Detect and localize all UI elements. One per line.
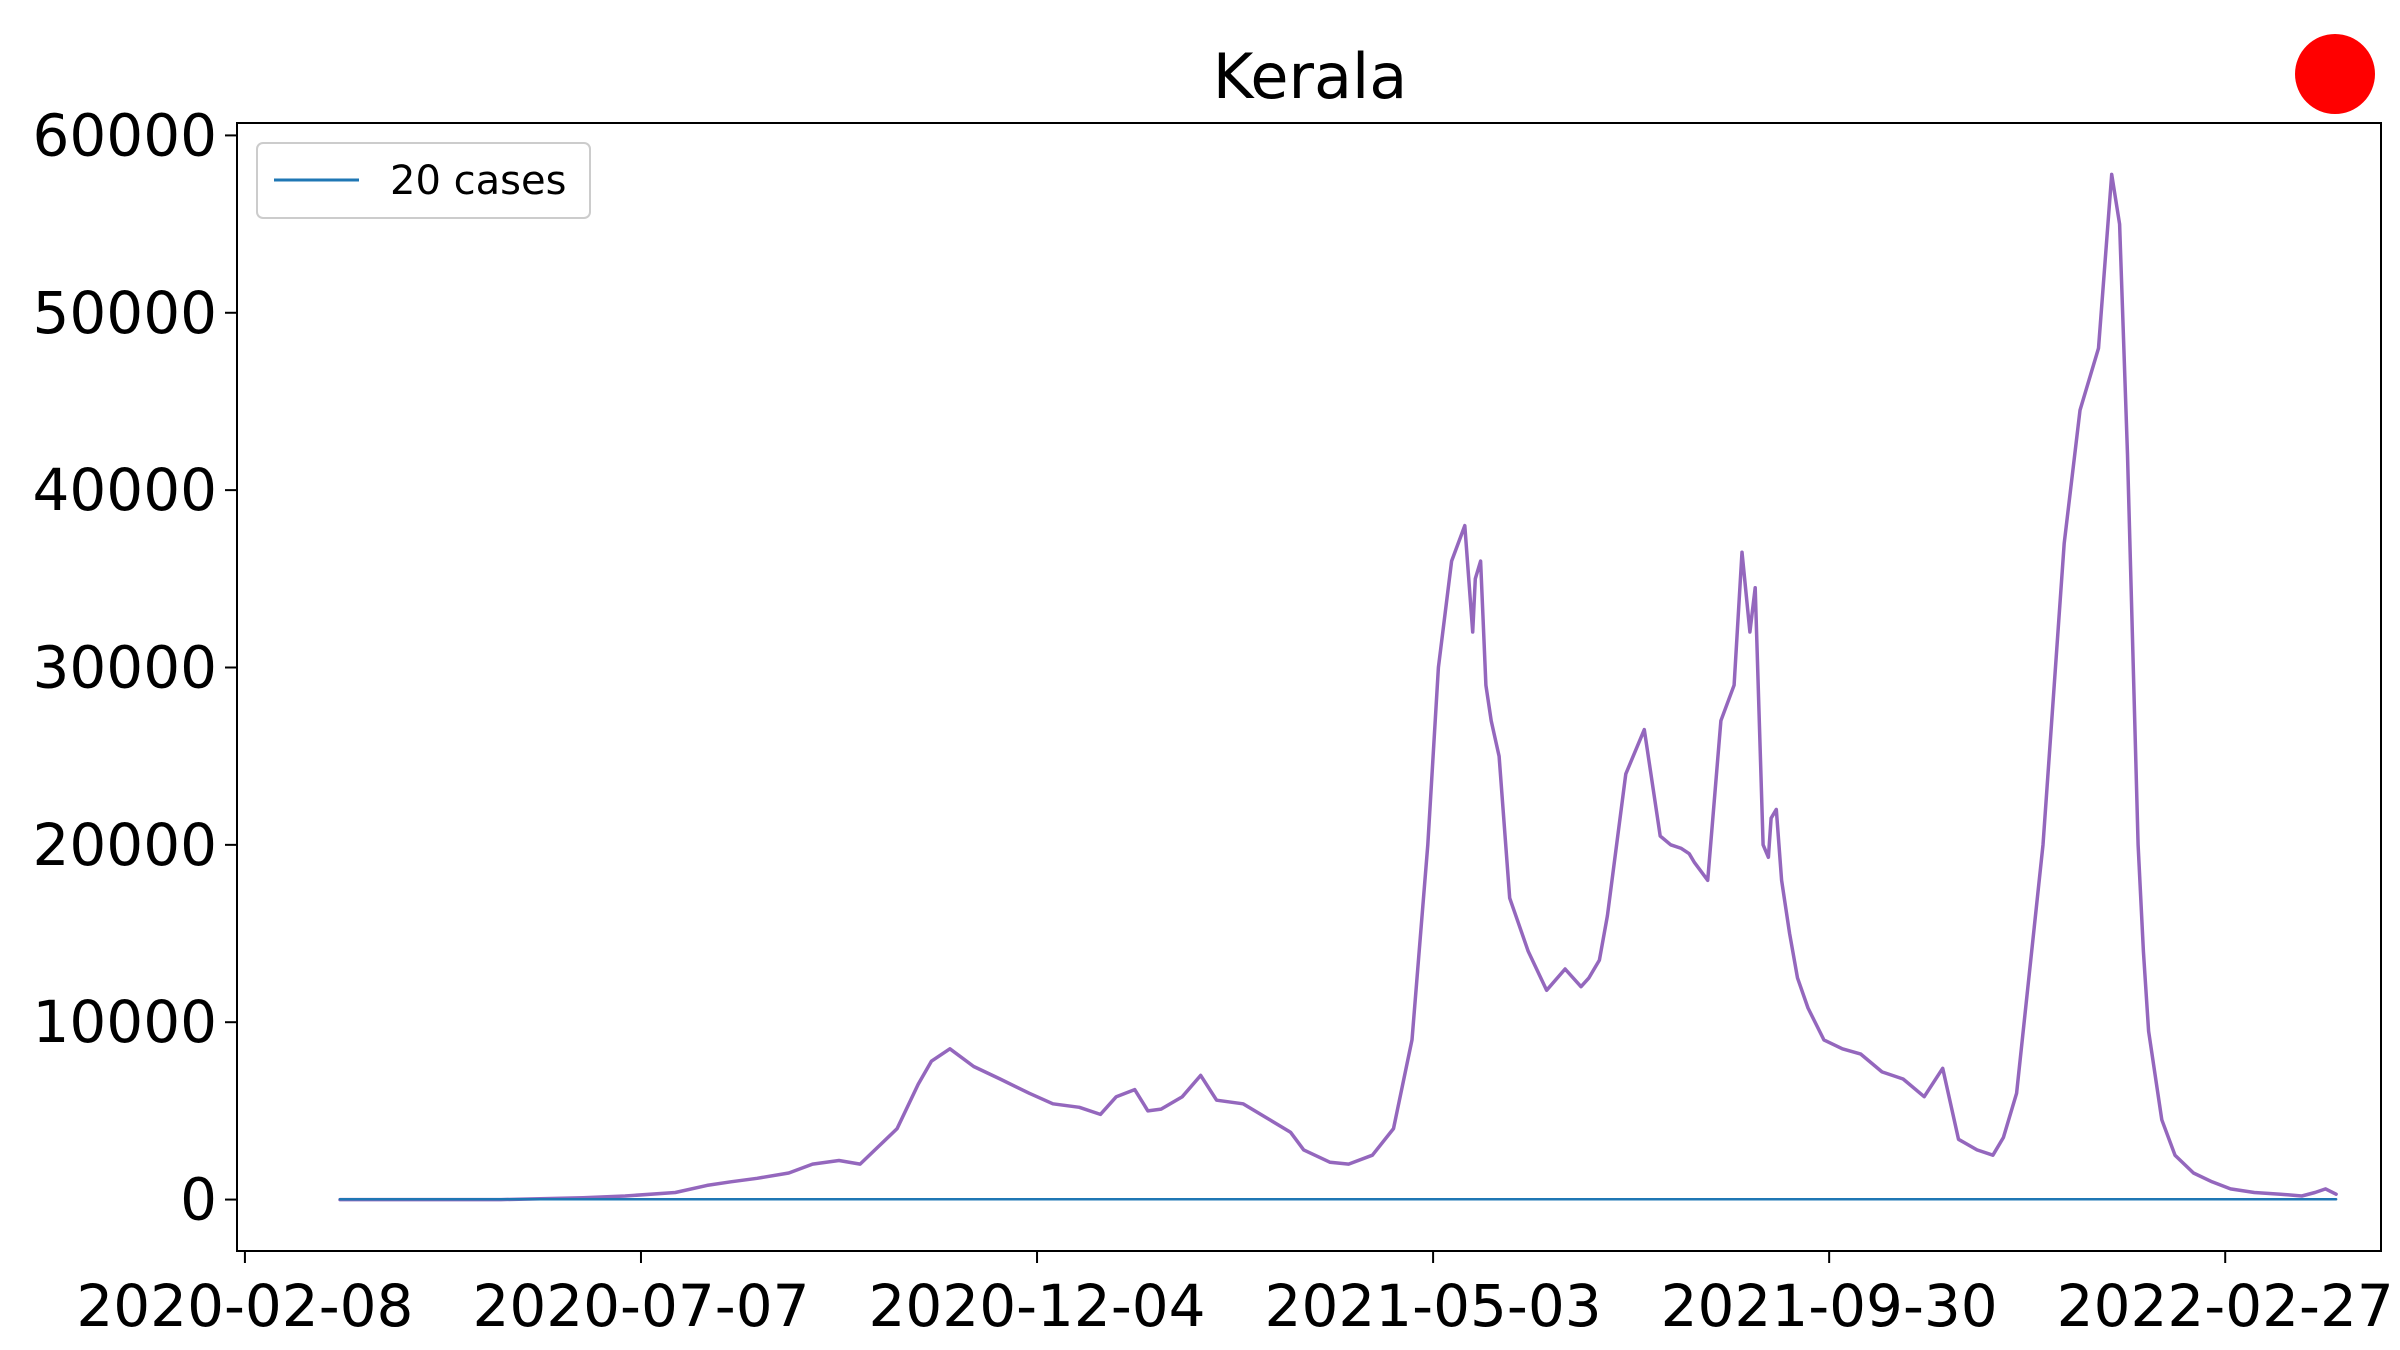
series-line-cases xyxy=(338,172,2338,1202)
x-axis: 2020-02-08 2020-07-07 2020-12-04 2021-05-03… xyxy=(76,1251,2394,1340)
y-tick-label: 10000 xyxy=(32,988,217,1056)
y-axis: 0 10000 20000 30000 40000 50000 60000 xyxy=(32,101,237,1234)
y-tick-label: 0 xyxy=(180,1166,217,1234)
plot-area xyxy=(236,122,2382,1252)
legend-label-20-cases: 20 cases xyxy=(390,158,566,204)
legend: 20 cases xyxy=(256,142,591,219)
y-tick-label: 20000 xyxy=(32,811,217,879)
chart-title: Kerala xyxy=(1213,40,1407,113)
x-tick-label: 2021-05-03 xyxy=(1265,1272,1602,1340)
x-tick-label: 2020-07-07 xyxy=(472,1272,809,1340)
y-tick-label: 50000 xyxy=(32,279,217,347)
y-tick-label: 40000 xyxy=(32,456,217,524)
x-tick-label: 2022-02-27 xyxy=(2057,1272,2394,1340)
y-tick-label: 30000 xyxy=(32,633,217,701)
x-tick-label: 2021-09-30 xyxy=(1661,1272,1998,1340)
status-dot-icon xyxy=(2295,34,2375,114)
series-layer xyxy=(338,172,2338,1202)
x-tick-label: 2020-02-08 xyxy=(76,1272,413,1340)
legend-box xyxy=(256,142,591,219)
x-tick-label: 2020-12-04 xyxy=(869,1272,1206,1340)
y-tick-label: 60000 xyxy=(32,101,217,169)
